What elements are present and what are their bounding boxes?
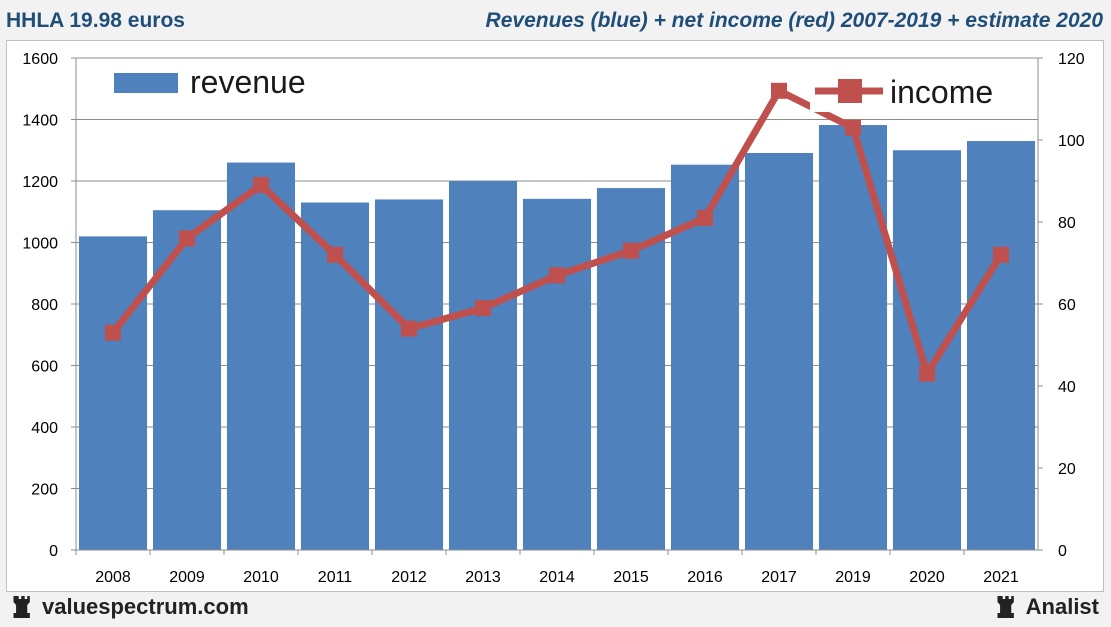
legend-income: income <box>810 72 1016 112</box>
income-point <box>327 246 343 263</box>
legend: revenue income <box>114 64 1016 112</box>
footer-brand[interactable]: Analist <box>996 594 1099 620</box>
revenue-bar <box>892 150 962 550</box>
legend-income-swatch-marker <box>838 79 862 103</box>
left-tick-label: 1200 <box>22 174 58 191</box>
x-tick-label: 2020 <box>909 569 945 586</box>
revenue-bar <box>226 162 296 551</box>
x-tick-label: 2016 <box>687 569 723 586</box>
stock-title: HHLA 19.98 euros <box>6 9 185 32</box>
revenue-bar <box>522 198 592 550</box>
rook-icon <box>13 596 30 618</box>
x-tick-label: 2011 <box>318 569 353 586</box>
right-tick-label: 0 <box>1058 543 1067 560</box>
x-tick-label: 2021 <box>983 569 1019 586</box>
left-tick-label: 0 <box>49 543 58 560</box>
revenue-bar <box>744 153 814 550</box>
income-point <box>623 242 639 259</box>
income-point <box>105 324 121 341</box>
income-point <box>993 246 1009 263</box>
x-tick-label: 2012 <box>391 569 427 586</box>
x-tick-label: 2013 <box>465 569 501 586</box>
x-tick-label: 2014 <box>539 569 575 586</box>
right-tick-label: 20 <box>1058 461 1076 478</box>
revenue-bars <box>78 125 1036 551</box>
income-point <box>845 119 861 136</box>
x-tick-label: 2010 <box>243 569 279 586</box>
right-tick-label: 120 <box>1058 51 1085 68</box>
income-line <box>105 82 1009 382</box>
revenue-bar <box>152 210 222 550</box>
rook-icon <box>997 596 1014 618</box>
right-tick-label: 80 <box>1058 215 1076 232</box>
left-axis-ticks: 0 200 400 600 800 1000 1200 1400 1600 <box>22 51 76 560</box>
revenue-bar <box>818 125 888 550</box>
right-axis-ticks: 0 20 40 60 80 100 120 <box>1038 51 1085 560</box>
x-tick-label: 2017 <box>761 569 797 586</box>
x-tick-label: 2008 <box>95 569 131 586</box>
x-tick-label: 2015 <box>613 569 649 586</box>
footer-site[interactable]: valuespectrum.com <box>12 594 249 620</box>
x-tick-label: 2009 <box>169 569 205 586</box>
income-point <box>919 365 935 382</box>
legend-income-label: income <box>890 74 993 110</box>
revenue-bar <box>374 199 444 550</box>
left-tick-label: 200 <box>31 482 58 499</box>
legend-revenue: revenue <box>114 64 306 100</box>
revenue-bar <box>78 236 148 550</box>
site-name: valuespectrum.com <box>42 594 249 619</box>
legend-revenue-swatch <box>114 73 178 93</box>
legend-revenue-label: revenue <box>190 64 306 100</box>
revenue-bar <box>448 181 518 550</box>
chart-title: Revenues (blue) + net income (red) 2007-… <box>485 9 1103 32</box>
income-point <box>401 320 417 337</box>
x-axis-labels: 2008 2009 2010 2011 2012 2013 2014 2015 2016 2017… <box>95 569 1019 586</box>
income-point <box>771 82 787 99</box>
revenue-bar <box>966 141 1036 550</box>
left-tick-label: 800 <box>31 297 58 314</box>
brand-name: Analist <box>1025 594 1099 619</box>
income-point <box>697 209 713 226</box>
income-point <box>475 300 491 317</box>
income-point <box>179 230 195 247</box>
left-tick-label: 1600 <box>22 51 58 68</box>
header: HHLA 19.98 euros Revenues (blue) + net i… <box>0 0 1111 40</box>
left-tick-label: 600 <box>31 359 58 376</box>
right-tick-label: 100 <box>1058 133 1085 150</box>
left-tick-label: 400 <box>31 420 58 437</box>
x-tick-label: 2019 <box>835 569 871 586</box>
income-point <box>549 267 565 284</box>
right-tick-label: 60 <box>1058 297 1076 314</box>
left-tick-label: 1000 <box>22 236 58 253</box>
income-point <box>253 177 269 194</box>
right-tick-label: 40 <box>1058 379 1076 396</box>
left-tick-label: 1400 <box>22 113 58 130</box>
